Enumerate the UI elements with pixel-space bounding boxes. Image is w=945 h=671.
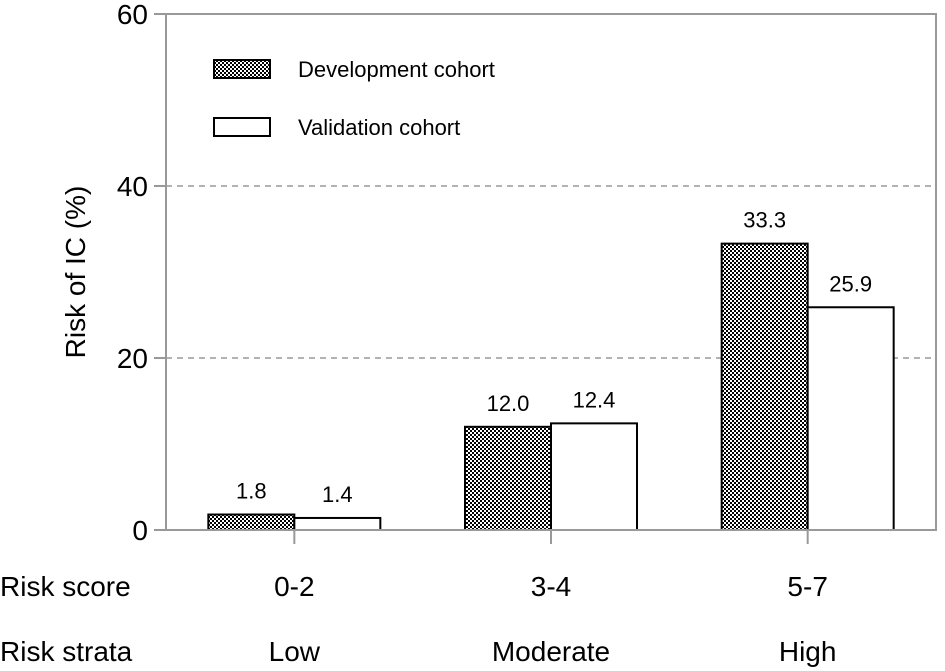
y-axis-title: Risk of IC (%) [60, 186, 91, 359]
bar-development-5-7 [720, 242, 809, 531]
data-label-development-3-4: 12.0 [487, 391, 530, 416]
risk-score-label-1: 3-4 [531, 571, 571, 602]
risk-strata-label-0: Low [269, 636, 321, 667]
y-tick-label-60: 60 [117, 0, 148, 30]
legend-swatch-development [213, 59, 271, 79]
bar-validation-5-7 [806, 306, 895, 532]
risk-strata-label-1: Moderate [492, 636, 610, 667]
legend: Development cohort Validation cohort [213, 57, 495, 140]
risk-strata-label-2: High [779, 636, 837, 667]
risk-score-label-0: 0-2 [274, 571, 314, 602]
data-label-validation-3-4: 12.4 [573, 387, 616, 412]
legend-swatch-validation [213, 117, 271, 137]
legend-label-validation: Validation cohort [298, 115, 460, 140]
data-label-development-0-2: 1.8 [236, 479, 267, 504]
y-tick-label-20: 20 [117, 343, 148, 374]
bar-validation-3-4 [550, 422, 638, 531]
data-labels: 1.8 1.4 12.0 12.4 33.3 25.9 [236, 208, 872, 507]
bar-development-3-4 [464, 425, 552, 531]
data-label-development-5-7: 33.3 [743, 208, 786, 233]
bar-validation-0-2 [293, 516, 382, 532]
y-tick-label-0: 0 [132, 515, 148, 546]
row-title-risk-score: Risk score [0, 571, 131, 602]
y-tick-label-40: 40 [117, 171, 148, 202]
x-axis-labels: 0-2 Low 3-4 Moderate 5-7 High [269, 530, 837, 667]
bar-development-0-2 [207, 513, 296, 532]
y-axis-ticks: 0 20 40 60 [117, 0, 166, 546]
bars [207, 242, 895, 532]
legend-label-development: Development cohort [298, 57, 495, 82]
risk-score-label-2: 5-7 [787, 571, 827, 602]
data-label-validation-5-7: 25.9 [829, 271, 872, 296]
data-label-validation-0-2: 1.4 [322, 482, 353, 507]
row-title-risk-strata: Risk strata [0, 636, 133, 667]
